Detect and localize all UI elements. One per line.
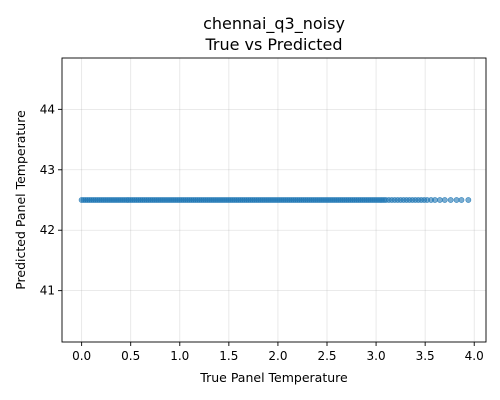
x-tick-label: 1.0 — [170, 349, 189, 363]
data-point — [465, 197, 472, 203]
data-point — [458, 197, 465, 203]
y-axis-label: Predicted Panel Temperature — [13, 110, 28, 290]
data-point — [453, 197, 460, 203]
y-tick-label: 44 — [40, 102, 55, 116]
plot-area-frame — [61, 57, 487, 343]
x-tick-label: 4.0 — [465, 349, 484, 363]
x-tick-label: 2.5 — [317, 349, 336, 363]
y-tick-label: 41 — [40, 284, 55, 298]
scatter-points — [78, 197, 472, 203]
axis-ticks: 0.0 0.5 1.0 1.5 2.0 2.5 3.0 3.5 4.0 41 42 43 44 — [40, 102, 484, 363]
data-point — [432, 197, 438, 203]
x-tick-label: 2.0 — [268, 349, 287, 363]
x-tick-label: 3.5 — [416, 349, 435, 363]
x-tick-label: 0.0 — [72, 349, 91, 363]
x-tick-label: 1.5 — [219, 349, 238, 363]
data-point — [436, 197, 443, 203]
x-tick-label: 3.0 — [367, 349, 386, 363]
data-point — [447, 197, 454, 203]
y-tick-label: 42 — [40, 223, 55, 237]
data-point — [441, 197, 448, 203]
x-tick-label: 0.5 — [121, 349, 140, 363]
x-axis-label: True Panel Temperature — [199, 370, 348, 385]
chart-title-line2: True vs Predicted — [204, 35, 342, 54]
y-tick-label: 43 — [40, 163, 55, 177]
chart-title-line1: chennai_q3_noisy — [203, 14, 345, 34]
